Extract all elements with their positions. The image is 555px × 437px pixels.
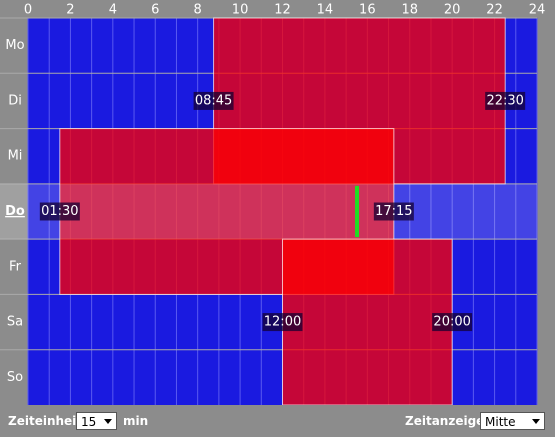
unit-select[interactable]: 15 (76, 412, 117, 430)
display-select[interactable]: Mitte (480, 412, 545, 430)
hour-label: 14 (317, 3, 334, 18)
time-label: 12:00 (264, 315, 301, 330)
hour-label: 4 (109, 3, 117, 18)
hour-label: 10 (232, 3, 249, 18)
display-label: Zeitanzeige: (405, 414, 490, 428)
time-label: 22:30 (486, 93, 523, 108)
toolbar: Zeiteinheit: 15 min Zeitanzeige: Mitte (0, 405, 555, 437)
time-label: 20:00 (433, 315, 470, 330)
time-label: 08:45 (195, 93, 232, 108)
hour-label: 8 (194, 3, 202, 18)
time-label: 17:15 (375, 204, 412, 219)
unit-label: Zeiteinheit: (8, 414, 87, 428)
time-label-box (485, 91, 526, 110)
day-label: Do (5, 204, 25, 219)
time-label-box (262, 313, 303, 332)
time-block (282, 238, 453, 405)
day-label: Mi (8, 149, 23, 164)
hour-label: 12 (274, 3, 291, 18)
hour-label: 0 (24, 3, 32, 18)
time-label-box (373, 202, 414, 221)
week-grid: 024681012141618202224MoDiMiDoFrSaSo08:45… (0, 3, 546, 405)
hour-label: 20 (444, 3, 461, 18)
hour-label: 22 (486, 3, 503, 18)
hour-label: 16 (359, 3, 376, 18)
day-label: Sa (7, 315, 23, 330)
hour-label: 6 (151, 3, 159, 18)
hour-label: 24 (529, 3, 546, 18)
time-label-box (193, 91, 234, 110)
day-label: So (7, 370, 23, 385)
unit-suffix: min (123, 414, 149, 428)
day-label: Di (8, 93, 22, 108)
day-label: Fr (9, 259, 22, 274)
hour-label: 18 (401, 3, 418, 18)
time-label: 01:30 (41, 204, 78, 219)
hour-label: 2 (66, 3, 74, 18)
time-label-box (432, 313, 473, 332)
day-label: Mo (5, 38, 24, 53)
current-day-highlight (0, 183, 537, 240)
time-label-box (39, 202, 80, 221)
